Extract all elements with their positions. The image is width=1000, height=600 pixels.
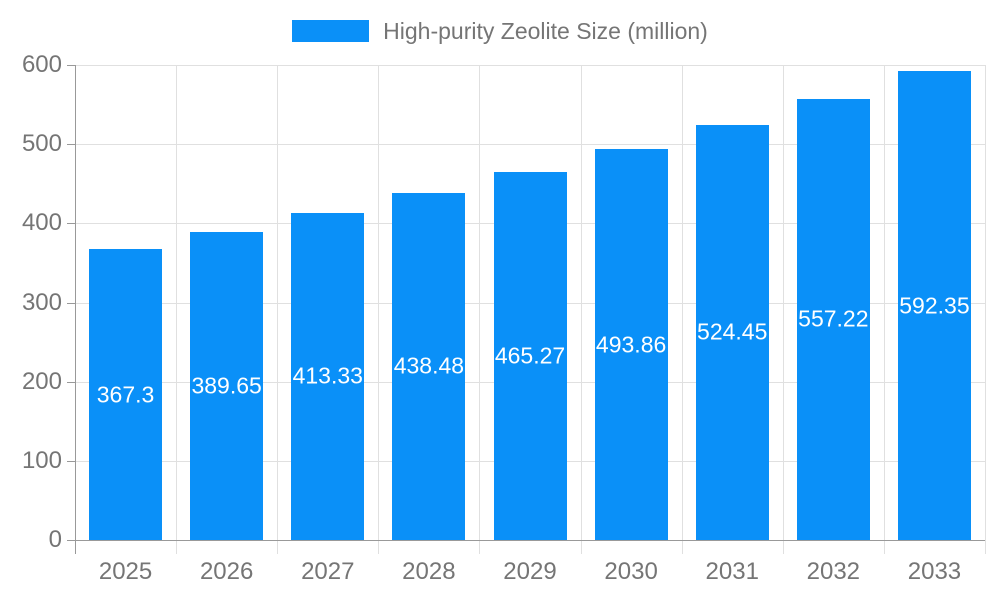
- bar-value-label: 493.86: [595, 331, 667, 357]
- bar-value-label: 413.33: [292, 362, 363, 389]
- bar[interactable]: 367.3: [89, 249, 163, 540]
- y-axis-label: 600: [21, 51, 62, 78]
- x-axis-label: 2030: [604, 558, 658, 585]
- y-axis-tick: [67, 381, 75, 383]
- x-axis-label: 2027: [301, 558, 355, 585]
- y-axis-label: 100: [21, 446, 62, 474]
- x-axis-label: 2028: [402, 558, 456, 585]
- x-gridline: [176, 65, 178, 554]
- bar[interactable]: 438.48: [392, 192, 466, 540]
- x-axis-line: [67, 540, 985, 541]
- x-gridline: [681, 65, 683, 554]
- bar-value-label: 438.48: [393, 352, 465, 379]
- y-axis-tick: [67, 65, 75, 66]
- x-axis-label: 2026: [199, 558, 254, 585]
- x-gridline: [883, 65, 885, 554]
- x-gridline: [479, 65, 481, 554]
- x-gridline: [580, 65, 582, 554]
- y-axis-tick: [67, 302, 75, 304]
- legend-item[interactable]: High-purity Zeolite Size (million): [0, 17, 1000, 45]
- legend-label: High-purity Zeolite Size (million): [383, 17, 708, 44]
- x-gridline: [985, 65, 986, 554]
- y-axis-label: 200: [21, 367, 62, 395]
- x-axis-label: 2031: [705, 558, 759, 585]
- bar[interactable]: 465.27: [493, 171, 567, 540]
- bar-value-label: 367.3: [96, 381, 155, 408]
- y-gridline: [75, 144, 985, 146]
- x-axis-label: 2033: [907, 558, 962, 585]
- y-gridline: [75, 65, 985, 66]
- x-axis-label: 2029: [503, 558, 557, 585]
- bar[interactable]: 493.86: [594, 149, 668, 540]
- y-axis-label: 0: [48, 526, 62, 553]
- bar-value-label: 389.65: [191, 372, 262, 399]
- bar[interactable]: 557.22: [796, 98, 870, 540]
- bar-value-label: 465.27: [494, 342, 566, 369]
- y-axis-label: 300: [21, 288, 62, 316]
- bar[interactable]: 389.65: [190, 231, 264, 540]
- x-gridline: [378, 65, 380, 554]
- bar[interactable]: 413.33: [291, 212, 365, 540]
- x-axis-label: 2032: [806, 558, 861, 585]
- x-axis-label: 2025: [98, 558, 153, 585]
- y-axis-tick: [67, 223, 75, 225]
- bar-value-label: 592.35: [899, 292, 970, 319]
- bar-value-label: 524.45: [697, 318, 768, 345]
- y-axis-label: 400: [21, 209, 62, 237]
- x-gridline: [782, 65, 784, 554]
- legend-swatch-icon: [292, 20, 370, 42]
- y-axis-tick: [67, 460, 75, 462]
- bar-value-label: 557.22: [798, 305, 869, 332]
- x-gridline: [277, 65, 279, 554]
- bar[interactable]: 592.35: [897, 71, 971, 540]
- bar[interactable]: 524.45: [695, 124, 769, 540]
- y-axis-line: [75, 65, 76, 554]
- y-axis-label: 500: [21, 130, 62, 158]
- y-axis-tick: [67, 144, 75, 146]
